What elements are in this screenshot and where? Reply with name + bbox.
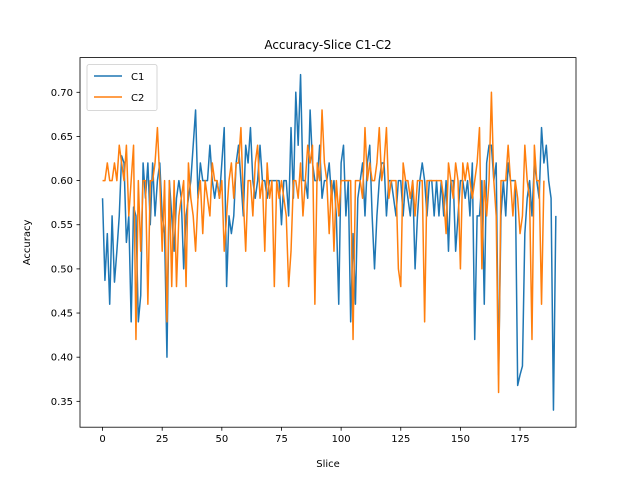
y-tick-label: 0.60 xyxy=(51,176,73,187)
x-tick-label: 100 xyxy=(332,434,351,445)
y-tick-label: 0.45 xyxy=(51,309,73,320)
x-tick-label: 175 xyxy=(511,434,530,445)
y-axis-ticks: 0.35 0.40 0.45 0.50 0.55 0.60 0.65 0.70 xyxy=(51,88,80,408)
y-tick-label: 0.35 xyxy=(51,397,73,408)
plot-frame xyxy=(79,57,577,428)
x-axis-ticks: 0 25 50 75 100 125 150 175 xyxy=(99,427,530,445)
legend: C1 C2 xyxy=(86,64,158,111)
x-axis-label: Slice xyxy=(316,459,340,470)
y-tick-label: 0.50 xyxy=(51,264,73,275)
x-tick-label: 75 xyxy=(275,434,288,445)
legend-box xyxy=(86,64,158,111)
y-tick-label: 0.65 xyxy=(51,132,73,143)
chart-title: Accuracy-Slice C1-C2 xyxy=(264,38,391,52)
legend-label-c2: C2 xyxy=(131,93,144,104)
series-layer xyxy=(101,73,557,411)
y-axis-label: Accuracy xyxy=(22,219,33,265)
series-line-c2 xyxy=(102,91,545,394)
y-tick-label: 0.70 xyxy=(51,88,73,99)
y-tick-label: 0.55 xyxy=(51,220,73,231)
x-tick-label: 125 xyxy=(391,434,410,445)
x-tick-label: 0 xyxy=(99,434,105,445)
x-tick-label: 50 xyxy=(215,434,228,445)
y-tick-label: 0.40 xyxy=(51,353,73,364)
legend-label-c1: C1 xyxy=(131,72,144,83)
x-tick-label: 25 xyxy=(156,434,169,445)
x-tick-label: 150 xyxy=(451,434,470,445)
